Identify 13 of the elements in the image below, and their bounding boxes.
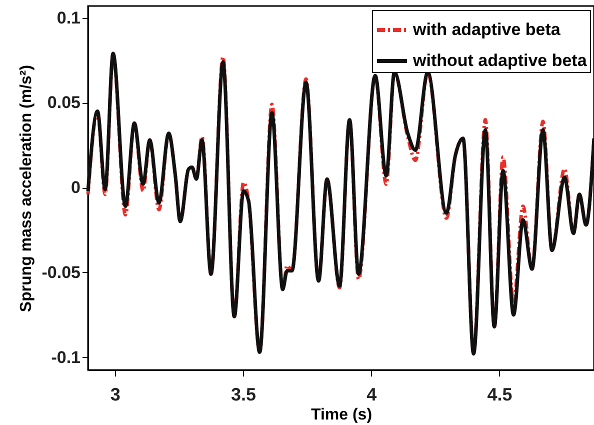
x-tick-label: 3 [110, 384, 120, 404]
x-tick-label: 4.5 [487, 384, 512, 404]
legend-label: with adaptive beta [412, 20, 561, 39]
x-tick-label: 4 [366, 384, 377, 404]
y-tick-label: 0 [71, 178, 80, 198]
x-tick-label: 3.5 [230, 384, 256, 404]
y-tick-label: 0.1 [56, 8, 80, 28]
y-axis-title: Sprung mass acceleration (m/s²) [18, 64, 35, 312]
legend-label: without adaptive beta [412, 51, 588, 70]
y-tick-label: -0.1 [51, 348, 80, 367]
y-tick-label: 0.05 [47, 93, 80, 112]
y-tick-label: -0.05 [42, 262, 80, 282]
x-axis-title: Time (s) [310, 406, 372, 424]
